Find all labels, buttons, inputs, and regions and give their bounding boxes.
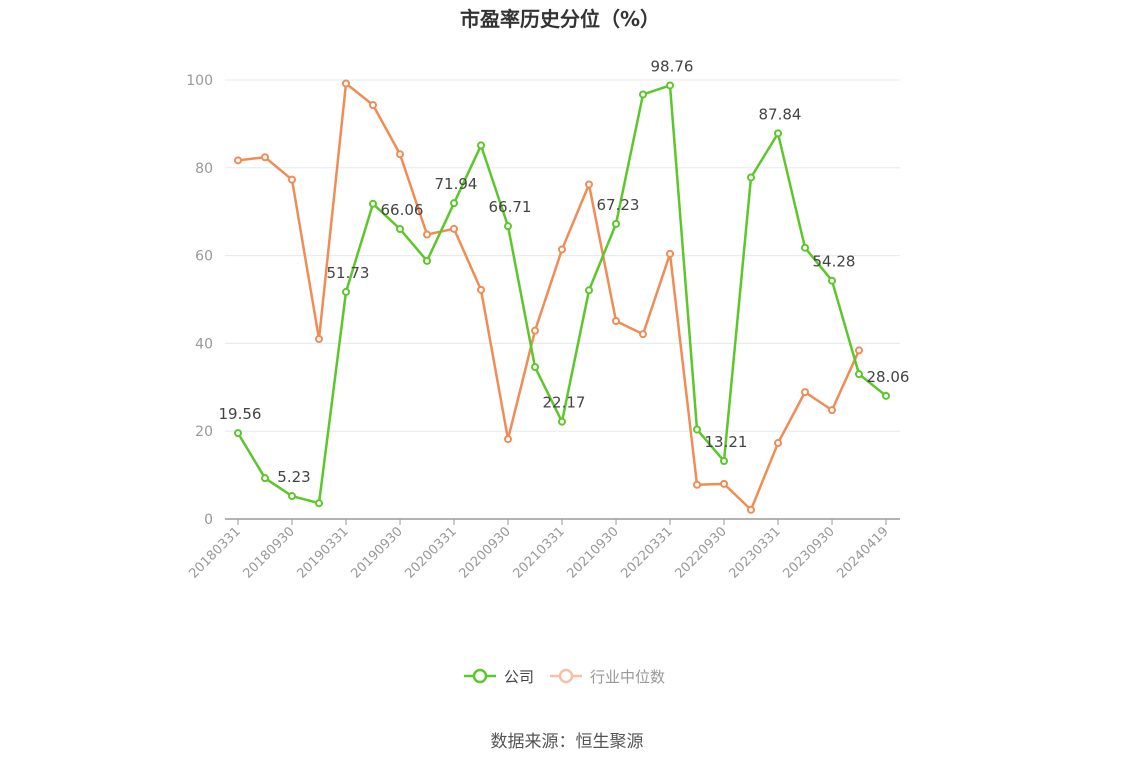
data-point-company bbox=[315, 499, 323, 508]
data-point-company bbox=[423, 256, 431, 265]
data-label: 5.23 bbox=[277, 468, 310, 486]
data-point-industry bbox=[423, 230, 431, 239]
data-point-industry bbox=[396, 150, 404, 159]
data-label: 28.06 bbox=[867, 368, 910, 386]
data-label: 54.28 bbox=[813, 253, 856, 271]
legend-item[interactable]: 公司 bbox=[464, 668, 534, 686]
data-label: 98.76 bbox=[651, 57, 694, 75]
data-label: 67.23 bbox=[597, 196, 640, 214]
data-point-company bbox=[342, 287, 350, 296]
data-source: 数据来源：恒生聚源 bbox=[491, 732, 644, 752]
y-tick-label: 100 bbox=[186, 73, 213, 89]
data-point-industry bbox=[477, 285, 485, 294]
series-line-company bbox=[236, 84, 887, 505]
y-tick-labels: 0 20 40 60 80 100 bbox=[186, 73, 213, 528]
data-point-industry bbox=[450, 224, 458, 233]
legend[interactable]: 公司 行业中位数 bbox=[464, 668, 665, 686]
data-point-industry bbox=[288, 175, 296, 184]
data-point-company bbox=[693, 425, 701, 434]
data-point-company bbox=[828, 276, 836, 285]
data-label: 13.21 bbox=[705, 433, 748, 451]
data-point-industry bbox=[855, 346, 863, 355]
data-point-company bbox=[666, 81, 674, 90]
data-point-industry bbox=[828, 406, 836, 415]
x-tick-label: 20190331 bbox=[294, 524, 351, 581]
x-tick-label: 20240419 bbox=[834, 524, 891, 581]
legend-label: 行业中位数 bbox=[590, 668, 665, 686]
data-point-industry bbox=[531, 326, 539, 335]
data-point-company bbox=[774, 129, 782, 138]
data-point-industry bbox=[693, 480, 701, 489]
x-tick-label: 20220930 bbox=[672, 524, 729, 581]
data-point-industry bbox=[234, 156, 242, 165]
data-point-company bbox=[585, 286, 593, 295]
data-point-company bbox=[747, 173, 755, 182]
data-point-company bbox=[369, 199, 377, 208]
y-tick-label: 0 bbox=[204, 512, 213, 528]
data-point-industry bbox=[558, 245, 566, 254]
data-point-company bbox=[801, 243, 809, 252]
data-point-industry bbox=[774, 439, 782, 448]
data-point-company bbox=[261, 474, 269, 483]
legend-marker bbox=[558, 668, 574, 684]
x-tick-label: 20180331 bbox=[186, 524, 243, 581]
x-axis: 2018033120180930201903312019093020200331… bbox=[186, 518, 900, 582]
x-tick-label: 20230930 bbox=[780, 524, 837, 581]
y-tick-label: 40 bbox=[195, 336, 213, 352]
data-label: 87.84 bbox=[759, 105, 802, 123]
data-point-company bbox=[558, 417, 566, 426]
data-point-company bbox=[531, 363, 539, 372]
data-point-company bbox=[450, 199, 458, 208]
legend-item[interactable]: 行业中位数 bbox=[550, 668, 665, 686]
data-point-industry bbox=[639, 330, 647, 339]
data-point-company bbox=[639, 90, 647, 99]
data-point-company bbox=[504, 222, 512, 231]
data-point-industry bbox=[585, 180, 593, 189]
data-point-company bbox=[855, 370, 863, 379]
legend-marker bbox=[472, 668, 488, 684]
grid bbox=[225, 79, 900, 432]
y-tick-label: 60 bbox=[195, 249, 213, 265]
data-label: 66.71 bbox=[489, 198, 532, 216]
series-lines bbox=[234, 79, 890, 514]
x-tick-label: 20210930 bbox=[564, 524, 621, 581]
data-point-industry bbox=[747, 505, 755, 514]
x-tick-label: 20230331 bbox=[726, 524, 783, 581]
data-point-company bbox=[396, 224, 404, 233]
data-label: 51.73 bbox=[327, 264, 370, 282]
data-point-company bbox=[612, 219, 620, 228]
data-point-industry bbox=[342, 79, 350, 88]
data-point-industry bbox=[504, 435, 512, 444]
data-point-company bbox=[288, 492, 296, 501]
data-label: 71.94 bbox=[435, 175, 478, 193]
data-point-industry bbox=[801, 388, 809, 397]
data-point-industry bbox=[666, 249, 674, 258]
data-label: 19.56 bbox=[219, 405, 262, 423]
data-label: 66.06 bbox=[381, 201, 424, 219]
data-point-company bbox=[234, 429, 242, 438]
x-tick-label: 20220331 bbox=[618, 524, 675, 581]
x-tick-label: 20200331 bbox=[402, 524, 459, 581]
x-tick-label: 20210331 bbox=[510, 524, 567, 581]
y-tick-label: 20 bbox=[195, 424, 213, 440]
data-point-industry bbox=[261, 153, 269, 162]
legend-label: 公司 bbox=[504, 668, 534, 686]
x-tick-label: 20200930 bbox=[456, 524, 513, 581]
data-point-industry bbox=[612, 317, 620, 326]
x-tick-label: 20190930 bbox=[348, 524, 405, 581]
y-tick-label: 80 bbox=[195, 161, 213, 177]
chart-title: 市盈率历史分位（%） bbox=[460, 7, 660, 31]
x-tick-label: 20180930 bbox=[240, 524, 297, 581]
data-point-industry bbox=[720, 479, 728, 488]
data-point-company bbox=[720, 457, 728, 466]
data-point-company bbox=[477, 141, 485, 150]
data-point-company bbox=[882, 391, 890, 400]
data-point-industry bbox=[315, 335, 323, 344]
data-label: 22.17 bbox=[543, 394, 586, 412]
series-line-industry bbox=[237, 82, 861, 512]
data-labels: 19.56 5.23 51.73 66.06 71.94 66.71 22.17 67.23 9… bbox=[219, 57, 910, 486]
data-point-industry bbox=[369, 101, 377, 110]
